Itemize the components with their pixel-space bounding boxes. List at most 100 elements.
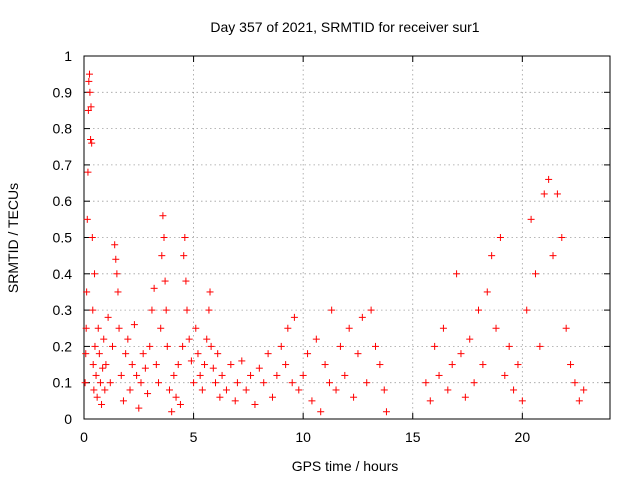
data-point [206,288,214,296]
data-point [549,252,557,260]
data-point [290,313,298,321]
data-point [288,379,296,387]
data-point [212,379,219,387]
data-point [345,324,353,332]
x-axis-label: GPS time / hours [292,458,399,474]
data-point [317,408,325,416]
data-points [81,70,588,416]
data-point [264,350,272,358]
data-point [531,270,539,278]
data-point [82,324,90,332]
data-point [422,379,430,387]
data-point [117,371,125,379]
data-point [85,70,93,78]
data-point [84,168,92,176]
data-point [108,342,116,350]
data-point [99,364,107,372]
data-point [558,234,566,241]
data-point [185,335,193,343]
data-point [176,400,184,408]
data-point [277,342,285,350]
data-point [190,379,198,387]
data-point [93,393,101,401]
data-point [466,335,474,343]
y-tick-label: 0.5 [53,230,73,246]
data-point [87,135,95,143]
data-point [284,324,292,332]
data-point [312,335,320,343]
y-axis-label: SRMTID / TECUs [5,183,21,293]
data-point [158,252,166,260]
data-point [439,324,447,332]
data-point [86,88,94,96]
data-point [162,306,170,314]
data-point [196,371,204,379]
data-point [341,371,349,379]
data-point [179,342,187,350]
data-point [444,386,452,394]
data-point [488,252,496,260]
data-point [492,324,500,332]
data-point [203,335,211,343]
data-point [82,350,90,358]
y-tick-label: 1 [64,48,72,64]
data-point [453,270,461,278]
y-tick-label: 0.2 [53,338,73,354]
data-point [90,386,98,394]
data-point [172,393,180,401]
data-point [133,371,141,379]
data-point [354,350,362,358]
data-point [96,379,104,387]
data-point [350,393,358,401]
data-point [144,390,152,398]
data-point [170,371,178,379]
data-point [501,371,509,379]
data-point [367,306,375,314]
data-point [222,386,230,394]
chart-title: Day 357 of 2021, SRMTID for receiver sur… [210,19,479,35]
data-point [198,386,206,394]
data-point [470,379,478,387]
data-point [201,361,209,369]
data-point [83,288,91,296]
data-point [299,371,307,379]
data-point [304,350,312,358]
data-point [95,350,103,358]
data-point [295,386,303,394]
x-tick-label: 0 [80,429,88,445]
data-point [87,103,95,111]
data-point [168,408,176,416]
data-point [242,386,250,394]
y-tick-label: 0.7 [53,157,73,173]
data-point [376,361,384,369]
data-point [475,306,482,314]
data-point [152,361,160,369]
data-point [426,397,434,405]
data-point [84,106,92,114]
data-point [553,190,561,198]
data-point [216,393,224,401]
y-tick-label: 0.6 [53,193,73,209]
x-tick-label: 5 [190,429,198,445]
data-point [214,350,222,358]
data-point [146,342,154,350]
data-point [91,270,99,278]
data-point [159,212,167,220]
data-point [231,397,239,405]
data-point [106,379,114,387]
y-tick-label: 0.4 [53,266,73,282]
data-point [209,364,217,372]
data-point [233,379,241,387]
data-point [194,350,202,358]
data-point [571,379,579,387]
data-point [113,270,121,278]
data-point [567,361,575,369]
data-point [380,386,388,394]
data-point [115,324,123,332]
data-point [273,371,281,379]
data-point [205,306,213,314]
data-point [527,215,535,223]
data-point [163,342,171,350]
data-point [187,357,195,365]
data-point [545,175,553,183]
